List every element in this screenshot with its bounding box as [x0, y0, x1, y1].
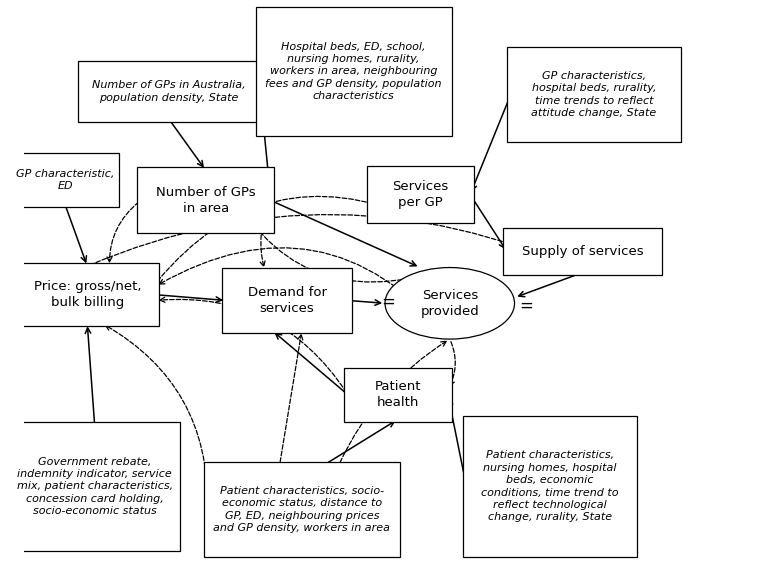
FancyBboxPatch shape — [204, 462, 400, 557]
Text: Number of GPs
in area: Number of GPs in area — [156, 186, 255, 215]
Text: GP characteristic,
ED: GP characteristic, ED — [16, 169, 114, 191]
FancyBboxPatch shape — [503, 228, 663, 275]
FancyBboxPatch shape — [137, 168, 274, 233]
FancyBboxPatch shape — [12, 153, 119, 208]
Text: Services
provided: Services provided — [420, 289, 479, 318]
Text: Number of GPs in Australia,
population density, State: Number of GPs in Australia, population d… — [92, 80, 245, 103]
Text: Patient characteristics,
nursing homes, hospital
beds, economic
conditions, time: Patient characteristics, nursing homes, … — [481, 450, 618, 523]
FancyBboxPatch shape — [255, 7, 452, 136]
Ellipse shape — [385, 268, 515, 339]
FancyBboxPatch shape — [222, 268, 352, 334]
FancyBboxPatch shape — [9, 422, 179, 551]
Text: Demand for
services: Demand for services — [248, 286, 327, 315]
Text: Price: gross/net,
bulk billing: Price: gross/net, bulk billing — [34, 280, 141, 309]
FancyBboxPatch shape — [367, 166, 474, 223]
Text: Patient characteristics, socio-
economic status, distance to
GP, ED, neighbourin: Patient characteristics, socio- economic… — [213, 486, 390, 533]
Text: Government rebate,
indemnity indicator, service
mix, patient characteristics,
co: Government rebate, indemnity indicator, … — [17, 457, 173, 516]
Text: Services
per GP: Services per GP — [392, 180, 449, 209]
FancyBboxPatch shape — [344, 368, 452, 422]
Text: =: = — [519, 297, 533, 315]
FancyBboxPatch shape — [78, 61, 259, 121]
FancyBboxPatch shape — [15, 263, 160, 326]
Text: Supply of services: Supply of services — [522, 245, 644, 258]
FancyBboxPatch shape — [463, 416, 637, 557]
Text: Patient
health: Patient health — [375, 380, 421, 409]
Text: =: = — [381, 292, 395, 310]
Text: GP characteristics,
hospital beds, rurality,
time trends to reflect
attitude cha: GP characteristics, hospital beds, rural… — [532, 71, 657, 118]
Text: Hospital beds, ED, school,
nursing homes, rurality,
workers in area, neighbourin: Hospital beds, ED, school, nursing homes… — [265, 42, 442, 101]
FancyBboxPatch shape — [507, 47, 681, 142]
